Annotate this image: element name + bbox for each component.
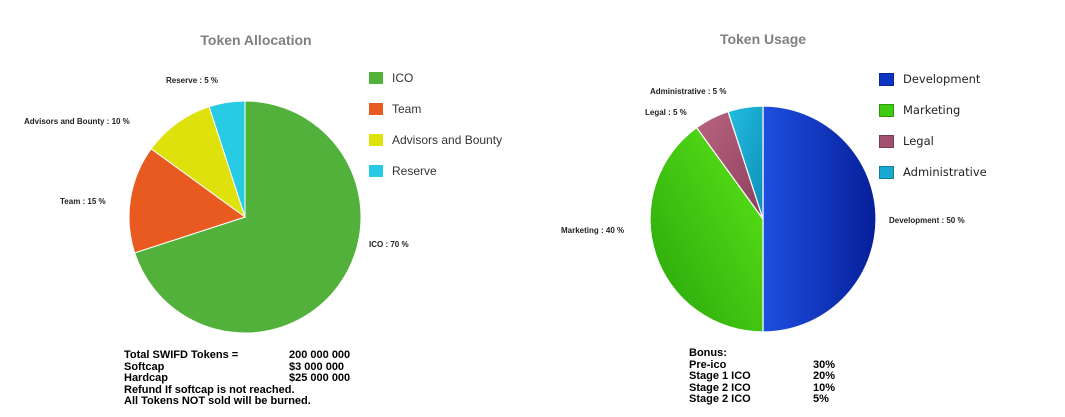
legend2-label-development: Development (903, 72, 981, 86)
bonus-row: Stage 2 ICO 10% (689, 381, 836, 395)
legend-swatch-reserve (369, 165, 383, 177)
legend-label-advisors: Advisors and Bounty (392, 133, 503, 147)
legend2-swatch-marketing (879, 103, 894, 117)
token-info-row: Hardcap $25 000 000 (124, 372, 351, 385)
legend-swatch-team (369, 103, 383, 115)
bonus-percent: 10% (813, 381, 836, 394)
pie-slice-advisors (150, 106, 246, 219)
legend2-swatch-development (879, 72, 894, 86)
token-info-value: 200 000 000 (289, 349, 351, 361)
legend-item-team: Team (369, 102, 421, 116)
token-info-row: Total SWIFD Tokens = 200 000 000 (124, 349, 351, 362)
slice-label-reserve: Reserve : 5 % (166, 76, 219, 85)
legend-label-ico: ICO (392, 71, 414, 85)
pie-slice-administrative (727, 105, 764, 220)
legend-label-reserve: Reserve (392, 164, 437, 178)
token-info-label: Hardcap (124, 372, 169, 384)
bonus-stage: Pre-ico (689, 358, 727, 371)
token-info-value: $3 000 000 (289, 360, 345, 373)
legend-item-advisors: Advisors and Bounty (369, 133, 502, 147)
token-info-row: Softcap $3 000 000 (124, 360, 350, 374)
legend-item-ico: ICO (369, 71, 413, 85)
bonus-row: Stage 1 ICO 20% (689, 370, 836, 383)
bonus-row: Pre-ico 30% (689, 358, 836, 372)
token-info-value: $25 000 000 (289, 372, 351, 384)
pie-slice-development (762, 105, 877, 333)
bonus-title: Bonus: (689, 347, 727, 359)
legend-swatch-ico (369, 72, 383, 84)
legend2-swatch-legal (879, 134, 894, 148)
token-info: Total SWIFD Tokens = 200 000 000 Softcap… (124, 349, 351, 408)
pie-slice-reserve (208, 100, 246, 218)
legend2-label-administrative: Administrative (903, 165, 987, 179)
pie-slice-team (128, 148, 247, 254)
slice-label-ico: ICO : 70 % (369, 240, 409, 249)
pie-slice-ico (134, 100, 362, 334)
legend2-label-legal: Legal (903, 134, 934, 148)
bonus-stage: Stage 2 ICO (689, 381, 751, 394)
bonus-row: Stage 2 ICO 5% (689, 393, 835, 406)
slice-label-marketing: Marketing : 40 % (561, 226, 625, 235)
bonus-stage: Stage 2 ICO (689, 393, 751, 405)
slice-label-legal: Legal : 5 % (645, 108, 687, 117)
legend-label-team: Team (392, 102, 422, 116)
token-info-label: All Tokens NOT sold will be burned. (124, 395, 311, 407)
token-info-row: Refund If softcap is not reached. (124, 383, 350, 397)
token-info-label: Refund If softcap is not reached. (124, 383, 295, 396)
slice-label-administrative: Administrative : 5 % (650, 87, 727, 96)
token-info-label: Total SWIFD Tokens = (124, 349, 239, 361)
bonus-percent: 30% (813, 358, 836, 371)
slice-label-advisors: Advisors and Bounty : 10 % (24, 117, 130, 126)
bonus-stage: Stage 1 ICO (689, 370, 751, 382)
bonus-percent: 20% (813, 370, 836, 382)
legend-swatch-advisors (369, 134, 383, 146)
slice-label-team: Team : 15 % (60, 197, 106, 206)
chart1-title: Token Allocation (200, 32, 312, 48)
legend2-swatch-administrative (879, 165, 894, 179)
legend2-label-marketing: Marketing (903, 103, 961, 117)
legend2-item-marketing: Marketing (879, 103, 960, 117)
slice-label-development: Development : 50 % (889, 216, 965, 225)
legend-item-reserve: Reserve (369, 164, 437, 178)
legend2-item-legal: Legal (879, 134, 934, 148)
legend2-item-administrative: Administrative (879, 165, 987, 179)
legend2-item-development: Development (879, 72, 980, 86)
token-info-label: Softcap (124, 360, 165, 373)
token-info-row: All Tokens NOT sold will be burned. (124, 395, 350, 408)
bonus-table: Bonus: Pre-ico 30% Stage 1 ICO 20% Stage… (689, 347, 836, 406)
bonus-percent: 5% (813, 393, 829, 405)
chart2-title: Token Usage (719, 31, 807, 47)
pie-slice-marketing (649, 126, 764, 333)
